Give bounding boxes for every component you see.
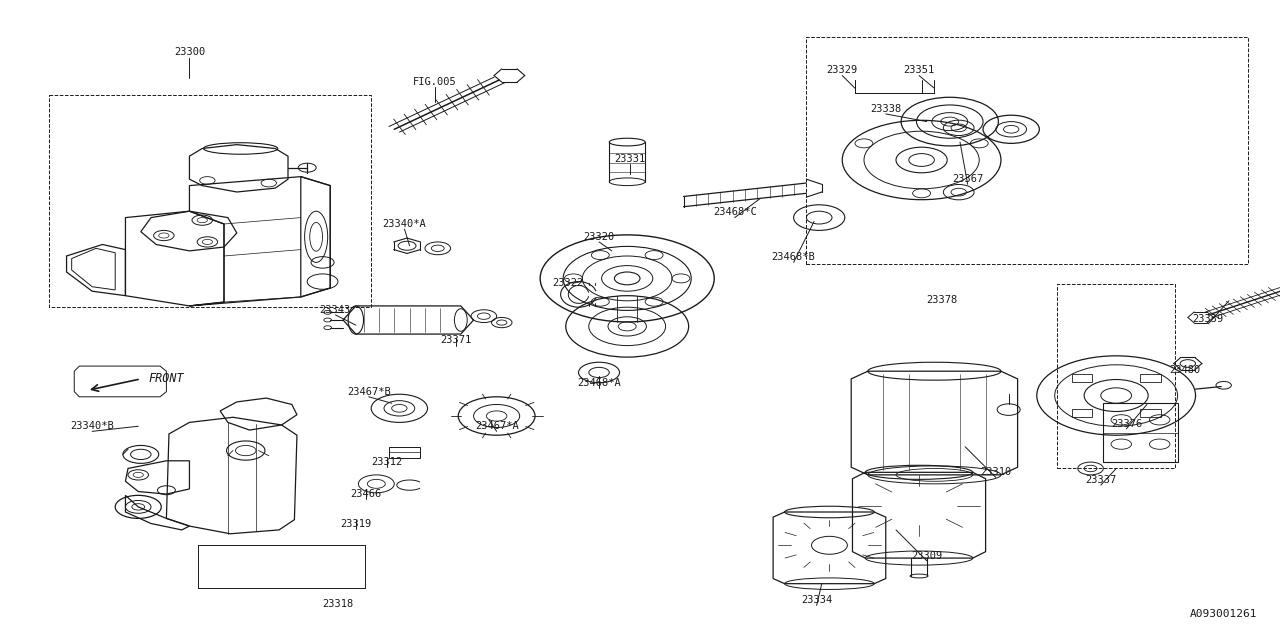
Text: 23343: 23343 <box>320 305 351 315</box>
Text: 23376: 23376 <box>1111 419 1142 429</box>
Text: 23312: 23312 <box>371 457 402 467</box>
Text: 23467*A: 23467*A <box>475 421 518 431</box>
Text: 23339: 23339 <box>1193 314 1224 324</box>
Text: 23329: 23329 <box>827 65 858 76</box>
Text: 23467*B: 23467*B <box>347 387 390 397</box>
Text: 23309: 23309 <box>911 550 942 561</box>
Text: 23468*B: 23468*B <box>772 252 815 262</box>
Text: 23300: 23300 <box>174 47 205 58</box>
Bar <box>1057 284 1175 468</box>
Text: 23466: 23466 <box>351 489 381 499</box>
Text: 23468*A: 23468*A <box>577 378 621 388</box>
Text: 23331: 23331 <box>614 154 645 164</box>
Text: 23468*C: 23468*C <box>713 207 756 218</box>
Text: 23340*B: 23340*B <box>70 421 114 431</box>
Text: A093001261: A093001261 <box>1190 609 1257 620</box>
Text: 23322: 23322 <box>553 278 584 288</box>
Bar <box>1140 374 1161 382</box>
Text: 23337: 23337 <box>1085 475 1116 485</box>
Text: 23334: 23334 <box>801 595 832 605</box>
Bar <box>1071 374 1092 382</box>
Text: 23318: 23318 <box>323 599 353 609</box>
Text: 23340*A: 23340*A <box>383 219 426 229</box>
Bar <box>1140 409 1161 417</box>
Text: 23480: 23480 <box>1170 365 1201 375</box>
Text: 23371: 23371 <box>440 335 471 346</box>
Text: 23319: 23319 <box>340 518 371 529</box>
Bar <box>1103 403 1178 462</box>
Text: 23351: 23351 <box>904 65 934 76</box>
Text: 23310: 23310 <box>980 467 1011 477</box>
Text: FRONT: FRONT <box>148 372 184 385</box>
Text: 23378: 23378 <box>927 294 957 305</box>
Bar <box>389 447 420 458</box>
Text: FIG.005: FIG.005 <box>413 77 457 87</box>
Text: 23320: 23320 <box>584 232 614 242</box>
Text: 23367: 23367 <box>952 174 983 184</box>
Text: 23338: 23338 <box>870 104 901 114</box>
Bar <box>1071 409 1092 417</box>
